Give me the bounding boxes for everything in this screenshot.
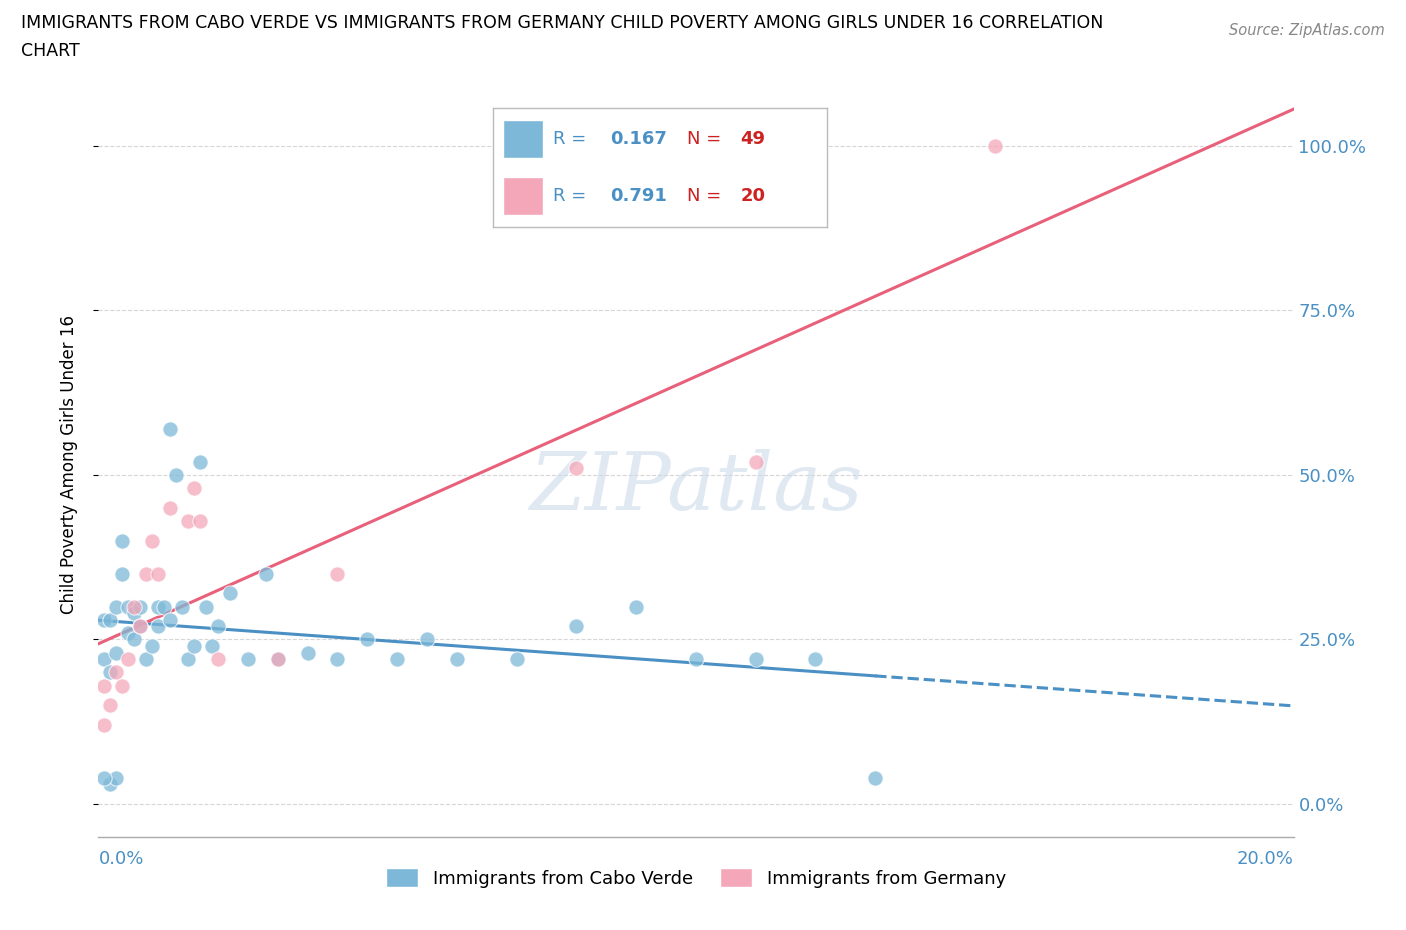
Point [153,599,176,614]
Text: CHART: CHART [21,42,80,60]
Point [148,599,170,614]
Point [356,632,378,647]
Point [105,665,128,680]
Point [159,612,181,627]
Point [685,652,707,667]
Point [183,639,205,654]
Point [129,599,152,614]
Point [326,652,349,667]
Point [105,770,128,785]
Point [141,533,163,548]
Point [207,652,229,667]
Point [188,513,211,528]
Point [117,652,139,667]
Point [177,513,200,528]
Text: IMMIGRANTS FROM CABO VERDE VS IMMIGRANTS FROM GERMANY CHILD POVERTY AMONG GIRLS : IMMIGRANTS FROM CABO VERDE VS IMMIGRANTS… [21,14,1104,32]
Point [93,612,115,627]
Point [111,566,134,581]
Point [177,652,200,667]
Point [626,599,648,614]
Point [745,652,768,667]
Point [98,665,122,680]
Point [446,652,468,667]
Point [188,454,211,469]
Point [111,533,134,548]
Point [93,678,115,693]
Point [117,599,139,614]
Point [159,421,181,436]
Point [865,770,887,785]
Point [267,652,290,667]
Point [98,698,122,712]
Point [124,605,146,620]
Point [804,652,827,667]
Point [506,652,529,667]
Y-axis label: Child Poverty Among Girls Under 16: Child Poverty Among Girls Under 16 [59,315,77,615]
Point [165,468,187,483]
Text: 0.0%: 0.0% [98,850,143,869]
Point [129,618,152,633]
Point [124,632,146,647]
Point [148,566,170,581]
Point [105,599,128,614]
Point [172,599,194,614]
Point [219,586,242,601]
Text: ZIPatlas: ZIPatlas [529,448,863,526]
Point [236,652,259,667]
Point [98,777,122,791]
Point [124,599,146,614]
Point [207,618,229,633]
Point [117,626,139,641]
Point [129,618,152,633]
Text: Source: ZipAtlas.com: Source: ZipAtlas.com [1229,23,1385,38]
Point [326,566,349,581]
Point [148,618,170,633]
Point [93,652,115,667]
Point [135,652,157,667]
Point [416,632,439,647]
Point [201,639,224,654]
Point [195,599,218,614]
Point [93,770,115,785]
Point [745,454,768,469]
Point [111,678,134,693]
Point [93,718,115,733]
Point [254,566,277,581]
Point [565,461,588,476]
Legend: Immigrants from Cabo Verde, Immigrants from Germany: Immigrants from Cabo Verde, Immigrants f… [378,861,1014,895]
Point [183,481,205,496]
Point [565,618,588,633]
Point [135,566,157,581]
Point [141,639,163,654]
Point [385,652,409,667]
Point [267,652,290,667]
Point [297,645,319,660]
Point [98,612,122,627]
Point [159,500,181,515]
Point [984,139,1007,153]
Text: 20.0%: 20.0% [1237,850,1294,869]
Point [105,645,128,660]
